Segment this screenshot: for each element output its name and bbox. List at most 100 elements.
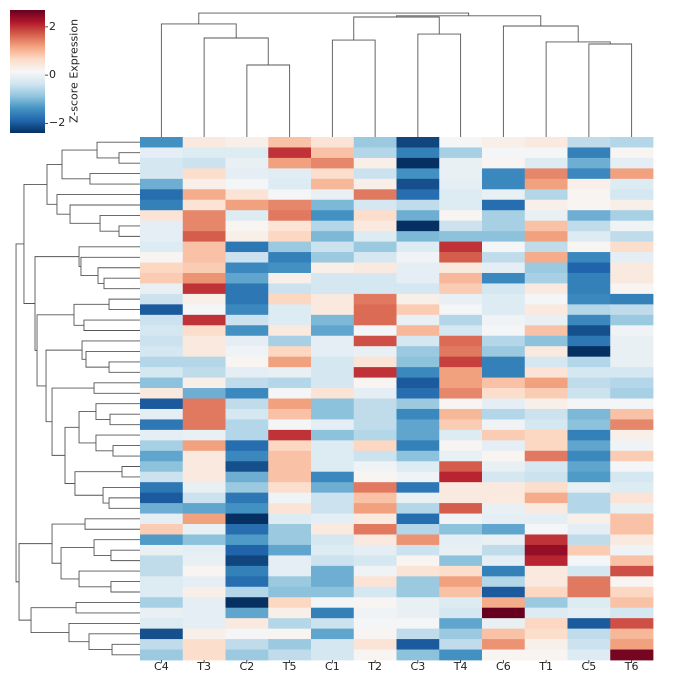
heatmap-cell — [439, 618, 483, 630]
heatmap-cell — [567, 492, 611, 504]
heatmap-cell — [353, 492, 397, 504]
heatmap-cell — [353, 471, 397, 483]
heatmap-cell — [524, 304, 568, 316]
colorbar-tick-label: −2 — [49, 116, 66, 130]
heatmap-cell — [396, 440, 440, 452]
heatmap-cell — [225, 639, 269, 650]
heatmap-cell — [225, 304, 269, 316]
heatmap-cell — [140, 576, 184, 588]
heatmap-cell — [610, 534, 654, 546]
heatmap-cell — [610, 346, 654, 358]
heatmap-cell — [311, 440, 355, 452]
heatmap-cell — [182, 408, 226, 420]
heatmap-cell — [567, 252, 611, 263]
heatmap-cell — [610, 398, 654, 410]
heatmap-cell — [482, 147, 526, 159]
heatmap-cell — [439, 440, 483, 452]
heatmap-cell — [225, 618, 269, 630]
heatmap-cell — [567, 199, 611, 211]
heatmap-cell — [225, 450, 269, 462]
heatmap-cell — [482, 429, 526, 441]
heatmap-cell — [311, 252, 355, 263]
heatmap-cell — [311, 210, 355, 222]
heatmap-cell — [396, 178, 440, 190]
heatmap-cell — [524, 607, 568, 619]
heatmap-cell — [225, 325, 269, 337]
heatmap-cell — [610, 137, 654, 148]
heatmap-cell — [353, 210, 397, 222]
dendrogram-link — [121, 466, 140, 478]
heatmap-cell — [353, 178, 397, 190]
heatmap-cell — [140, 450, 184, 462]
heatmap-cell — [396, 272, 440, 284]
heatmap-cell — [610, 618, 654, 630]
heatmap-cell — [182, 262, 226, 274]
heatmap-cell — [482, 639, 526, 650]
heatmap-cell — [311, 314, 355, 326]
heatmap-cell — [524, 597, 568, 609]
heatmap-cell — [182, 440, 226, 452]
heatmap-cell — [396, 325, 440, 337]
heatmap-cell — [268, 325, 312, 337]
heatmap-cell — [182, 220, 226, 232]
heatmap-cell — [439, 565, 483, 577]
heatmap-cell — [439, 157, 483, 169]
dendrogram-link — [502, 25, 579, 137]
heatmap-cell — [396, 220, 440, 232]
heatmap-cell — [140, 471, 184, 483]
heatmap-cell — [524, 157, 568, 169]
heatmap-cell — [567, 408, 611, 420]
heatmap-cell — [524, 450, 568, 462]
heatmap-cell — [353, 241, 397, 253]
heatmap-cell — [439, 450, 483, 462]
heatmap-cell — [140, 283, 184, 295]
heatmap-cell — [610, 461, 654, 473]
heatmap-cell — [567, 419, 611, 431]
heatmap-cell — [140, 544, 184, 556]
heatmap-cell — [396, 210, 440, 222]
heatmap-cell — [482, 544, 526, 556]
heatmap-cell — [439, 555, 483, 567]
heatmap-cell — [524, 534, 568, 546]
heatmap-cell — [268, 178, 312, 190]
heatmap-cell — [311, 168, 355, 180]
dendrogram-link — [353, 16, 440, 41]
heatmap-cell — [396, 398, 440, 410]
heatmap — [140, 137, 654, 661]
colorbar-label: Z-score Expression — [67, 18, 81, 124]
heatmap-cell — [268, 586, 312, 598]
dendrogram-link — [89, 173, 140, 185]
heatmap-cell — [610, 377, 654, 389]
heatmap-cell — [610, 586, 654, 598]
heatmap-cell — [439, 408, 483, 420]
heatmap-cell — [353, 503, 397, 514]
heatmap-cell — [353, 262, 397, 274]
heatmap-cell — [610, 189, 654, 201]
heatmap-cell — [439, 189, 483, 201]
heatmap-cell — [225, 471, 269, 483]
heatmap-cell — [140, 628, 184, 640]
heatmap-cell — [482, 565, 526, 577]
heatmap-cell — [482, 293, 526, 305]
heatmap-cell — [396, 565, 440, 577]
heatmap-cell — [140, 189, 184, 201]
heatmap-cell — [353, 628, 397, 640]
heatmap-cell — [225, 576, 269, 588]
heatmap-cell — [182, 544, 226, 556]
heatmap-cell — [311, 492, 355, 504]
heatmap-cell — [482, 283, 526, 295]
dendrogram-link — [78, 411, 96, 444]
heatmap-cell — [311, 157, 355, 169]
heatmap-cell — [140, 492, 184, 504]
heatmap-cell — [182, 356, 226, 368]
heatmap-cell — [567, 639, 611, 650]
column-label: T6 — [624, 660, 639, 673]
heatmap-cell — [524, 189, 568, 201]
heatmap-cell — [610, 628, 654, 640]
heatmap-cell — [311, 199, 355, 211]
heatmap-cell — [396, 429, 440, 441]
column-label: T1 — [539, 660, 553, 673]
heatmap-cell — [140, 147, 184, 159]
column-label: C4 — [154, 660, 169, 673]
heatmap-cell — [182, 137, 226, 148]
